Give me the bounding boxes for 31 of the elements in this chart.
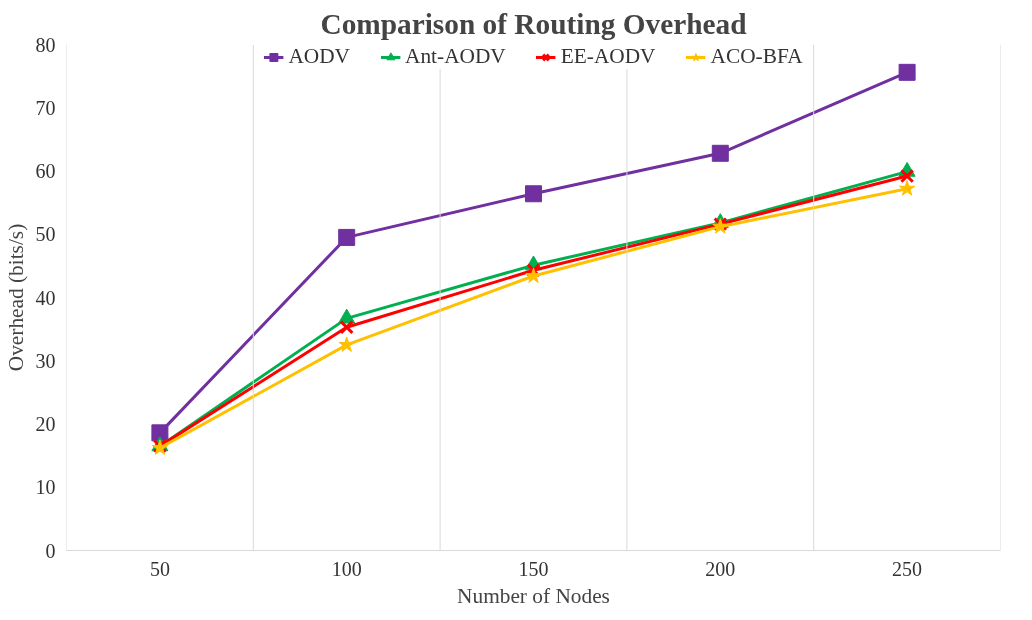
y-axis-title: Overhead (bits/s): [3, 223, 28, 372]
y-tick-label: 40: [35, 286, 56, 309]
y-tick-label: 60: [35, 160, 56, 182]
y-tick-label: 80: [35, 33, 56, 56]
y-tick-label: 30: [35, 349, 56, 372]
point: [525, 185, 542, 203]
point: [899, 168, 915, 184]
y-tick-label: 20: [35, 413, 56, 435]
point: [898, 180, 916, 196]
point: [526, 263, 541, 278]
point: [711, 144, 729, 162]
legend-label: AODV: [288, 44, 351, 69]
x-tick-label: 200: [705, 557, 736, 580]
y-tick-label: 0: [45, 539, 56, 562]
legend-label: Ant-AODV: [405, 44, 506, 69]
point: [338, 336, 355, 352]
y-tick-label: 70: [35, 96, 56, 119]
y-tick-label: 50: [35, 223, 56, 246]
point: [898, 63, 916, 81]
x-tick-label: 100: [331, 557, 362, 580]
x-tick-label: 150: [518, 557, 549, 580]
point: [339, 320, 354, 335]
legend-label: ACO-BFA: [710, 44, 803, 69]
x-tick-label: 50: [149, 557, 170, 580]
point: [338, 228, 356, 246]
legend-label: EE-AODV: [560, 44, 656, 69]
x-axis-title: Number of Nodes: [457, 583, 610, 608]
point: [151, 424, 169, 442]
chart-title: Comparison of Routing Overhead: [320, 7, 747, 40]
x-tick-label: 250: [892, 557, 923, 580]
y-tick-label: 10: [35, 476, 56, 499]
